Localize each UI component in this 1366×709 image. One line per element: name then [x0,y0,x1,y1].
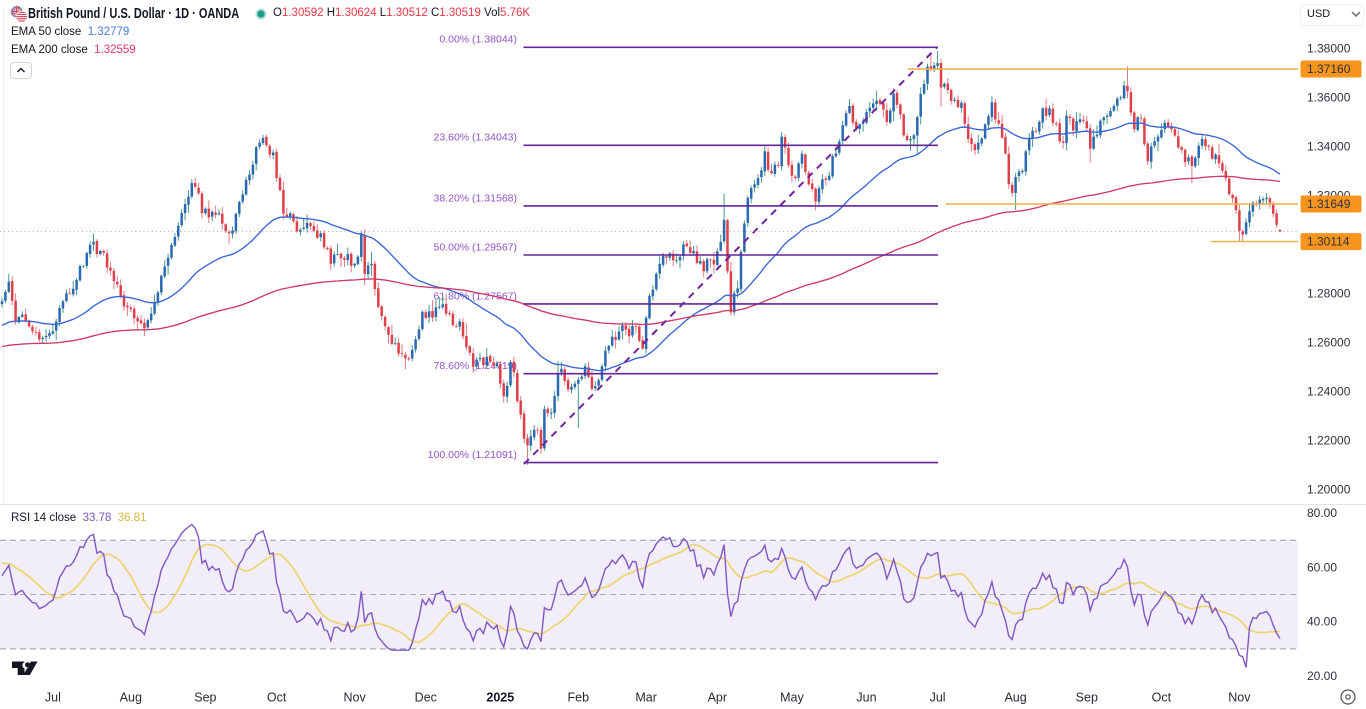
svg-text:Jul: Jul [930,691,946,705]
svg-text:1.22000: 1.22000 [1307,433,1351,447]
svg-text:May: May [780,691,804,705]
svg-text:Apr: Apr [708,691,727,705]
svg-text:Jun: Jun [856,691,876,705]
svg-text:50.00% (1.29567): 50.00% (1.29567) [434,241,517,253]
svg-text:2025: 2025 [486,691,514,705]
svg-text:Oct: Oct [1152,691,1172,705]
svg-text:1.31649: 1.31649 [1307,197,1351,211]
svg-text:1.24000: 1.24000 [1307,384,1351,398]
svg-text:100.00% (1.21091): 100.00% (1.21091) [428,449,517,461]
svg-text:Jul: Jul [45,691,61,705]
svg-text:Mar: Mar [635,691,657,705]
svg-text:23.60% (1.34043): 23.60% (1.34043) [434,132,517,144]
svg-text:Nov: Nov [1228,691,1251,705]
svg-text:80.00: 80.00 [1307,506,1337,520]
svg-text:1.38000: 1.38000 [1307,41,1351,55]
svg-text:1.30114: 1.30114 [1307,235,1350,249]
svg-text:1.20000: 1.20000 [1307,482,1351,496]
svg-text:Oct: Oct [267,691,287,705]
svg-text:38.20% (1.31568): 38.20% (1.31568) [434,192,517,204]
svg-text:0.00% (1.38044): 0.00% (1.38044) [439,34,517,46]
svg-text:60.00: 60.00 [1307,560,1337,574]
svg-text:Aug: Aug [1004,691,1026,705]
svg-text:Nov: Nov [343,691,366,705]
svg-text:1.36000: 1.36000 [1307,90,1351,104]
svg-text:61.80% (1.27567): 61.80% (1.27567) [434,290,517,302]
svg-text:Aug: Aug [120,691,142,705]
svg-text:1.28000: 1.28000 [1307,286,1351,300]
svg-text:Dec: Dec [415,691,437,705]
svg-text:1.26000: 1.26000 [1307,335,1351,349]
svg-text:Sep: Sep [194,691,216,705]
svg-text:1.34000: 1.34000 [1307,139,1351,153]
svg-text:20.00: 20.00 [1307,669,1337,683]
svg-text:40.00: 40.00 [1307,615,1337,629]
svg-text:Feb: Feb [568,691,590,705]
svg-text:1.37160: 1.37160 [1307,62,1351,76]
svg-text:78.60% (1.24719): 78.60% (1.24719) [434,360,517,372]
svg-text:Sep: Sep [1076,691,1098,705]
